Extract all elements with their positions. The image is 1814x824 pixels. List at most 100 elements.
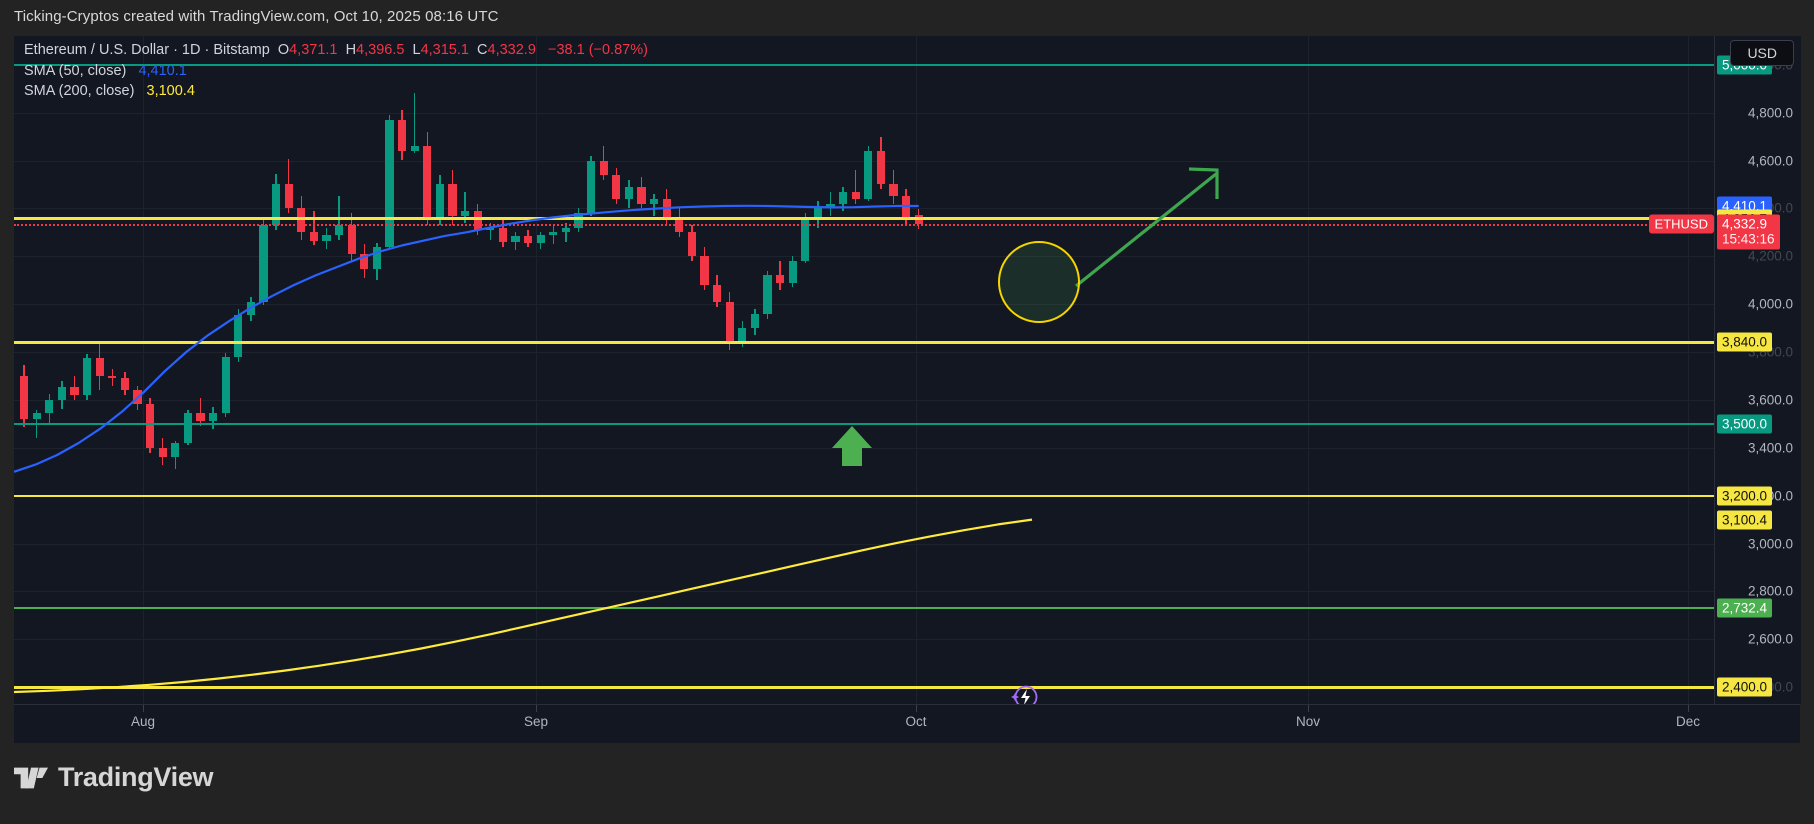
- candle-body[interactable]: [196, 413, 205, 422]
- candle-body[interactable]: [297, 208, 306, 233]
- candle-body[interactable]: [158, 447, 167, 458]
- sma50-line[interactable]: [14, 204, 919, 473]
- candle-body[interactable]: [284, 184, 293, 209]
- candle-body[interactable]: [83, 358, 92, 396]
- candle-body[interactable]: [335, 225, 344, 235]
- candle-body[interactable]: [536, 234, 545, 244]
- candle-body[interactable]: [902, 196, 911, 221]
- candle-body[interactable]: [876, 150, 885, 185]
- candle-body[interactable]: [398, 119, 407, 151]
- candle-body[interactable]: [549, 232, 558, 235]
- level-2400[interactable]: 2,400.0: [1717, 677, 1773, 697]
- candle-body[interactable]: [776, 275, 785, 283]
- candle-body[interactable]: [788, 261, 797, 283]
- line-3840[interactable]: [14, 340, 1714, 344]
- candle-body[interactable]: [171, 443, 180, 458]
- candle-body[interactable]: [435, 184, 444, 221]
- price-axis[interactable]: 5,000.04,800.04,600.04,400.04,200.04,000…: [1714, 36, 1801, 704]
- time-axis[interactable]: Aug Sep Oct Nov Dec: [14, 704, 1800, 743]
- candle-body[interactable]: [385, 119, 394, 247]
- candle-body[interactable]: [209, 413, 218, 422]
- candle-body[interactable]: [675, 220, 684, 233]
- line-3500[interactable]: [14, 422, 1714, 425]
- candle-body[interactable]: [20, 375, 29, 420]
- candle-body[interactable]: [801, 217, 810, 262]
- candle-body[interactable]: [650, 198, 659, 204]
- candle-body[interactable]: [561, 227, 570, 233]
- ethusd-price-tag[interactable]: ETHUSD: [1648, 214, 1714, 234]
- level-3840[interactable]: 3,840.0: [1717, 332, 1773, 352]
- candle-body[interactable]: [234, 314, 243, 357]
- candle-body[interactable]: [360, 253, 369, 270]
- line-2400[interactable]: [14, 685, 1714, 689]
- buy-signal-arrow[interactable]: [832, 426, 872, 466]
- candle-body[interactable]: [372, 246, 381, 270]
- candle-body[interactable]: [272, 184, 281, 226]
- candle-body[interactable]: [221, 356, 230, 414]
- legend-symbol-row[interactable]: Ethereum / U.S. Dollar · 1D · Bitstamp O…: [24, 40, 648, 61]
- line-4356[interactable]: [14, 217, 1714, 221]
- sma200-label[interactable]: 3,100.4: [1717, 510, 1773, 530]
- candle-body[interactable]: [70, 386, 79, 396]
- candle-body[interactable]: [700, 256, 709, 285]
- candle-body[interactable]: [448, 184, 457, 216]
- candle-body[interactable]: [587, 160, 596, 214]
- candle-body[interactable]: [32, 413, 41, 420]
- legend-sma50-row[interactable]: SMA (50, close) 4,410.1: [24, 61, 648, 82]
- news-spark-icon[interactable]: [1010, 684, 1038, 704]
- candle-wick: [199, 397, 202, 427]
- candle-body[interactable]: [864, 150, 873, 199]
- candle-body[interactable]: [624, 186, 633, 199]
- candle-body[interactable]: [309, 232, 318, 241]
- level-3200[interactable]: 3,200.0: [1717, 486, 1773, 506]
- candle-body[interactable]: [498, 227, 507, 242]
- candle-body[interactable]: [599, 160, 608, 175]
- circle-highlight[interactable]: [998, 241, 1080, 323]
- time-tick-mark: [1308, 705, 1309, 712]
- line-5000[interactable]: [14, 63, 1714, 66]
- candle-body[interactable]: [725, 301, 734, 343]
- legend-sma200-row[interactable]: SMA (200, close) 3,100.4: [24, 81, 648, 102]
- candle-body[interactable]: [637, 186, 646, 204]
- last-price-label[interactable]: 4,332.9 15:43:16: [1717, 214, 1780, 250]
- candle-body[interactable]: [108, 375, 117, 379]
- line-2732[interactable]: [14, 606, 1714, 609]
- candle-body[interactable]: [45, 399, 54, 414]
- candle-body[interactable]: [410, 146, 419, 151]
- candle-body[interactable]: [574, 213, 583, 228]
- candle-body[interactable]: [524, 235, 533, 244]
- candle-body[interactable]: [146, 403, 155, 448]
- candle-body[interactable]: [750, 313, 759, 329]
- line-3200[interactable]: [14, 494, 1714, 497]
- candle-body[interactable]: [738, 328, 747, 343]
- candle-body[interactable]: [839, 191, 848, 204]
- candle-body[interactable]: [763, 275, 772, 314]
- candle-body[interactable]: [461, 210, 470, 216]
- candle-body[interactable]: [612, 174, 621, 199]
- candle-body[interactable]: [183, 413, 192, 444]
- candle-body[interactable]: [889, 184, 898, 197]
- support-3500[interactable]: 3,500.0: [1717, 414, 1773, 434]
- candle-body[interactable]: [851, 191, 860, 199]
- candle-body[interactable]: [713, 285, 722, 302]
- candle-body[interactable]: [347, 225, 356, 254]
- candle-body[interactable]: [322, 234, 331, 241]
- candle-body[interactable]: [259, 225, 268, 302]
- support-2732[interactable]: 2,732.4: [1717, 598, 1773, 618]
- candle-body[interactable]: [662, 198, 671, 221]
- candle-body[interactable]: [95, 358, 104, 376]
- candle-body[interactable]: [511, 235, 520, 242]
- bullish-trend-arrow[interactable]: [1075, 167, 1219, 288]
- candle-body[interactable]: [687, 232, 696, 257]
- candle-body[interactable]: [120, 378, 129, 391]
- plot-area[interactable]: ETHUSD: [14, 36, 1714, 704]
- candle-body[interactable]: [486, 227, 495, 230]
- sma200-line[interactable]: [14, 518, 1033, 694]
- line-4332-last[interactable]: [14, 223, 1714, 226]
- candle-body[interactable]: [813, 208, 822, 218]
- candle-body[interactable]: [423, 146, 432, 221]
- candle-body[interactable]: [57, 386, 66, 400]
- currency-badge[interactable]: USD: [1730, 40, 1794, 66]
- candle-body[interactable]: [826, 203, 835, 209]
- candle-body[interactable]: [473, 210, 482, 230]
